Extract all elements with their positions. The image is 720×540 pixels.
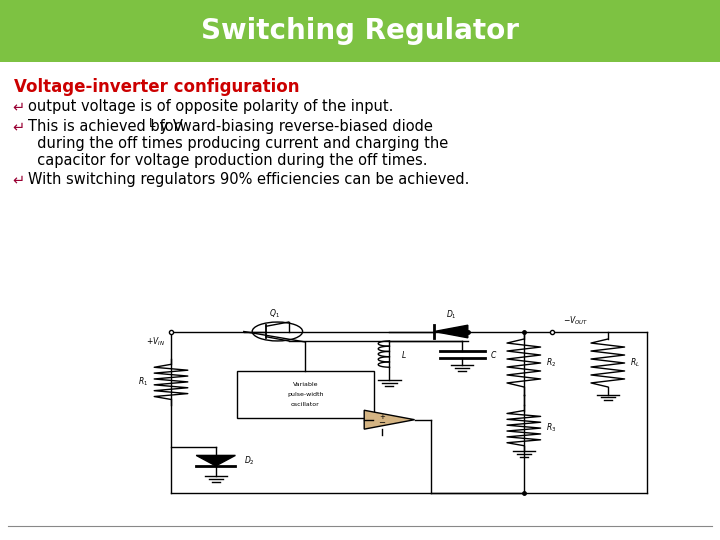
Text: With switching regulators 90% efficiencies can be achieved.: With switching regulators 90% efficienci… xyxy=(28,172,469,187)
Text: ↵: ↵ xyxy=(12,99,24,114)
Text: oscillator: oscillator xyxy=(291,402,320,407)
Text: $R_3$: $R_3$ xyxy=(546,422,557,434)
Text: $-V_{OUT}$: $-V_{OUT}$ xyxy=(563,315,588,327)
Text: $D_1$: $D_1$ xyxy=(446,308,456,321)
Polygon shape xyxy=(364,410,415,429)
Text: $D_2$: $D_2$ xyxy=(244,454,255,467)
FancyBboxPatch shape xyxy=(236,371,374,418)
Text: $R_1$: $R_1$ xyxy=(138,376,148,388)
Text: $L$: $L$ xyxy=(400,349,406,360)
Text: +: + xyxy=(379,414,384,420)
Bar xyxy=(0,0,720,62)
Text: L: L xyxy=(149,117,156,130)
Text: This is achieved by V: This is achieved by V xyxy=(28,119,183,134)
Text: Switching Regulator: Switching Regulator xyxy=(201,17,519,45)
Text: output voltage is of opposite polarity of the input.: output voltage is of opposite polarity o… xyxy=(28,99,393,114)
Text: Variable: Variable xyxy=(292,382,318,387)
Text: Voltage-inverter configuration: Voltage-inverter configuration xyxy=(14,78,300,96)
Text: $Q_1$: $Q_1$ xyxy=(269,307,280,320)
Text: capacitor for voltage production during the off times.: capacitor for voltage production during … xyxy=(28,153,428,168)
Text: ↵: ↵ xyxy=(12,119,24,134)
Text: $+V_{IN}$: $+V_{IN}$ xyxy=(146,336,166,348)
Text: $R_2$: $R_2$ xyxy=(546,357,557,369)
Text: during the off times producing current and charging the: during the off times producing current a… xyxy=(28,136,449,151)
Text: $C$: $C$ xyxy=(490,349,498,360)
Text: pulse-width: pulse-width xyxy=(287,392,324,397)
Text: −: − xyxy=(378,418,385,428)
Polygon shape xyxy=(434,325,468,338)
Text: $R_L$: $R_L$ xyxy=(630,357,640,369)
Polygon shape xyxy=(196,455,235,466)
Text: forward-biasing reverse-biased diode: forward-biasing reverse-biased diode xyxy=(155,119,433,134)
Text: ↵: ↵ xyxy=(12,172,24,187)
